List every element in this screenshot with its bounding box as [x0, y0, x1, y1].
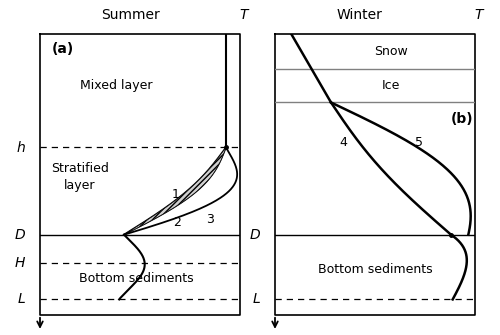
Text: Stratified
layer: Stratified layer	[51, 162, 109, 192]
Text: 4: 4	[339, 136, 347, 149]
Text: $L$: $L$	[252, 292, 261, 307]
Text: T: T	[475, 8, 484, 22]
Polygon shape	[124, 147, 226, 235]
Text: $L$: $L$	[17, 292, 26, 307]
Text: Snow: Snow	[374, 45, 408, 58]
Text: 2: 2	[173, 216, 181, 229]
Text: $H$: $H$	[14, 256, 26, 270]
Text: $D$: $D$	[14, 228, 26, 242]
Text: Bottom sediments: Bottom sediments	[78, 272, 194, 285]
Text: $D$: $D$	[249, 228, 261, 242]
Text: (a): (a)	[52, 42, 74, 56]
Text: (b): (b)	[451, 112, 473, 126]
Text: Ice: Ice	[382, 79, 400, 92]
Text: $h$: $h$	[16, 140, 26, 155]
Text: 5: 5	[416, 136, 424, 149]
Text: Winter: Winter	[336, 8, 382, 22]
Text: Bottom sediments: Bottom sediments	[318, 263, 432, 276]
Text: 3: 3	[206, 213, 214, 226]
Text: 1: 1	[172, 188, 179, 201]
Text: Summer: Summer	[100, 8, 160, 22]
Text: Mixed layer: Mixed layer	[80, 79, 152, 92]
Text: T: T	[240, 8, 248, 22]
